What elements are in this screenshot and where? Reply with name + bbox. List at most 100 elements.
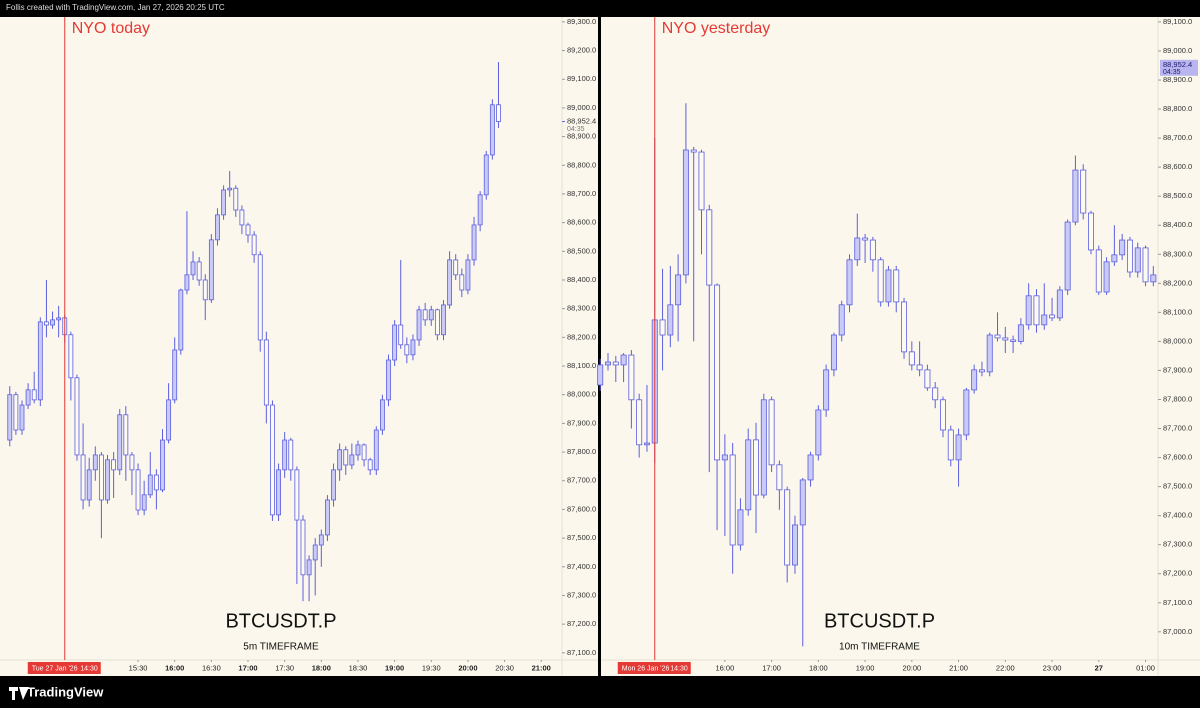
candle-body	[245, 224, 251, 236]
candle-body	[447, 259, 453, 306]
candle-body	[628, 354, 635, 401]
candle-body	[117, 414, 123, 471]
candle-body	[25, 389, 31, 406]
header-text: Follis created with TradingView.com, Jan…	[6, 3, 225, 12]
candle-body	[233, 187, 239, 211]
candle-body	[1033, 295, 1040, 326]
candle-body	[745, 439, 752, 511]
candle-body	[838, 304, 845, 336]
candle-body	[1119, 239, 1126, 256]
candle-body	[404, 344, 410, 356]
y-tick-label: 88,600.0	[1163, 162, 1192, 171]
candle-body	[160, 439, 165, 491]
candle-body	[807, 454, 814, 481]
x-tick-label: 18:30	[349, 663, 368, 672]
x-tick-label: 27	[1095, 663, 1103, 672]
candle-body	[721, 454, 728, 461]
candle-body	[667, 304, 674, 336]
y-tick-label: 89,100.0	[1163, 17, 1192, 26]
candle-body	[13, 394, 19, 431]
y-tick-label: 88,800.0	[567, 160, 596, 169]
symbol-watermark: BTCUSDT.P	[824, 610, 935, 632]
candle-body	[947, 429, 954, 461]
candle-body	[659, 319, 666, 336]
y-tick-label: 88,500.0	[567, 246, 596, 255]
candle-body	[1142, 247, 1149, 283]
countdown-label: 04:35	[1163, 69, 1181, 76]
candle-body	[178, 289, 184, 351]
candle-body	[343, 449, 349, 466]
y-tick-label: 87,200.0	[1163, 569, 1192, 578]
chart-title: NYO yesterday	[662, 20, 770, 37]
candle-body	[190, 261, 196, 276]
panel-background	[601, 17, 1200, 676]
y-tick-label: 88,400.0	[567, 275, 596, 284]
y-tick-label: 87,300.0	[567, 590, 596, 599]
y-tick-label: 89,200.0	[567, 46, 596, 55]
y-tick-label: 88,900.0	[1163, 75, 1192, 84]
candle-body	[901, 301, 908, 353]
candle-body	[971, 369, 978, 391]
candle-body	[147, 474, 153, 496]
x-tick-label: 16:00	[715, 663, 734, 672]
countdown-label: 04:35	[567, 126, 585, 133]
candle-body	[386, 359, 391, 401]
candle-body	[312, 544, 318, 561]
session-marker-badge	[27, 662, 101, 674]
y-tick-label: 87,400.0	[567, 562, 596, 571]
y-tick-label: 88,500.0	[1163, 191, 1192, 200]
candle-body	[276, 469, 281, 516]
chart-title: NYO today	[72, 20, 150, 37]
candle-body	[98, 454, 104, 501]
y-tick-label: 88,900.0	[567, 132, 596, 141]
x-tick-label: 20:00	[458, 663, 477, 672]
candle-body	[799, 479, 806, 526]
x-tick-label: 17:30	[275, 663, 294, 672]
y-tick-label: 87,300.0	[1163, 540, 1192, 549]
x-tick-label: 18:00	[312, 663, 331, 672]
y-tick-label: 87,400.0	[1163, 511, 1192, 520]
candle-body	[331, 469, 336, 501]
candle-body	[239, 209, 245, 226]
y-tick-label: 88,100.0	[1163, 307, 1192, 316]
y-tick-label: 87,600.0	[1163, 453, 1192, 462]
candle-body	[605, 361, 611, 366]
y-tick-label: 88,200.0	[567, 332, 596, 341]
candle-body	[196, 261, 202, 281]
candle-body	[129, 454, 135, 471]
candle-body	[955, 434, 962, 461]
candle-body	[643, 442, 650, 446]
candle-body	[7, 394, 13, 441]
candle-body	[963, 389, 970, 436]
candle-body	[282, 439, 288, 471]
candle-body	[86, 469, 92, 501]
candle-body	[620, 354, 627, 366]
candle-body	[422, 309, 428, 321]
candle-body	[184, 274, 190, 291]
candle-body	[675, 274, 682, 306]
y-tick-label: 88,100.0	[567, 361, 596, 370]
candle-body	[986, 334, 993, 373]
y-tick-label: 89,300.0	[567, 17, 596, 26]
candle-body	[760, 399, 767, 496]
candle-body	[434, 309, 440, 336]
x-tick-label: 20:00	[902, 663, 921, 672]
y-tick-label: 87,700.0	[1163, 424, 1192, 433]
brand: TradingView	[9, 684, 104, 700]
candle-body	[111, 459, 117, 471]
candle-body	[288, 439, 294, 471]
candle-body	[74, 377, 80, 456]
candle-body	[294, 469, 300, 521]
candle-body	[251, 234, 257, 256]
candle-body	[854, 237, 861, 261]
candle-body	[483, 154, 489, 196]
candle-body	[453, 259, 459, 276]
candle-body	[459, 274, 465, 291]
candle-body	[19, 404, 25, 431]
x-tick-label: 01:00	[1136, 663, 1155, 672]
candle-body	[869, 239, 876, 261]
candle-body	[208, 239, 214, 301]
symbol-watermark: BTCUSDT.P	[225, 610, 336, 632]
candle-body	[1088, 212, 1094, 251]
last-price-label: 88,952.4	[1163, 60, 1192, 69]
